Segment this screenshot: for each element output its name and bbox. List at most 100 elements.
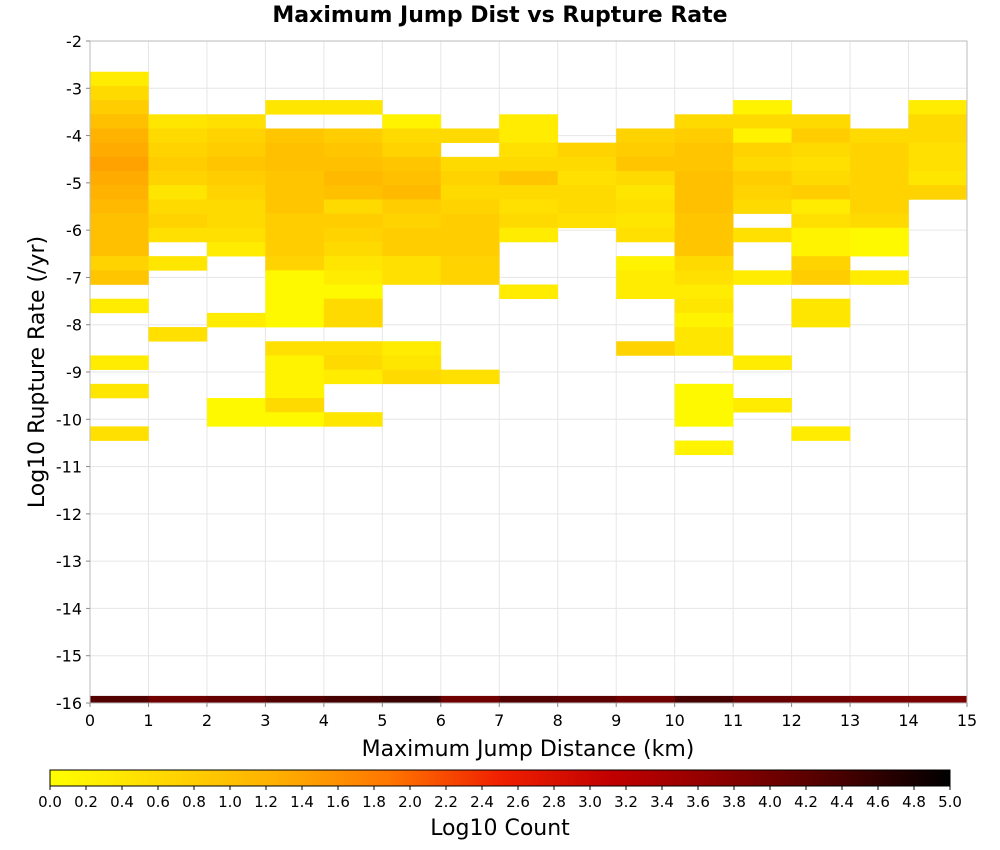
x-tick-label: 10: [664, 711, 684, 730]
heatmap-cell: [90, 114, 149, 129]
heatmap-cell: [850, 156, 909, 172]
heatmap-cell: [148, 171, 208, 186]
y-axis-ticks: -2 -3 -4 -5 -6 -7 -8 -9 -10 -11 -12 -13 -14 -15 -16: [56, 32, 90, 713]
heatmap-cell: [323, 355, 383, 370]
heatmap-cell-bottom: [148, 695, 208, 703]
heatmap-cell: [733, 114, 792, 129]
heatmap-cell: [265, 100, 325, 115]
heatmap-cell: [90, 156, 149, 172]
heatmap-cell: [674, 256, 734, 271]
x-axis-ticks: 0 1 2 3 4 5 6 7 8 9 10 11 12 13 14 15: [85, 703, 977, 730]
heatmap-cell: [440, 369, 500, 385]
heatmap-cell: [90, 213, 149, 229]
heatmap-cell: [674, 114, 734, 129]
heatmap-cell: [206, 114, 266, 129]
heatmap-cell: [265, 355, 325, 370]
heatmap-cells: [90, 71, 968, 703]
heatmap-cell: [206, 398, 266, 413]
colorbar-tick-label: 1.2: [254, 793, 278, 811]
heatmap-cell: [616, 156, 675, 172]
heatmap-cell: [323, 171, 383, 186]
heatmap-cell: [674, 241, 734, 257]
heatmap-cell: [440, 128, 500, 143]
heatmap-cell: [206, 128, 266, 143]
heatmap-cell: [265, 341, 325, 356]
y-tick-label: -2: [66, 32, 82, 51]
heatmap-cell: [674, 383, 734, 399]
heatmap-cell: [382, 341, 442, 356]
colorbar-tick-label: 3.2: [614, 793, 638, 811]
heatmap-cell: [323, 128, 383, 143]
heatmap-cell-bottom: [90, 695, 149, 703]
colorbar: [49, 769, 951, 787]
heatmap-cell: [206, 199, 266, 214]
colorbar-tick-label: 4.8: [902, 793, 926, 811]
heatmap-cell: [265, 171, 325, 186]
heatmap-cell: [674, 298, 734, 314]
heatmap-cell: [265, 312, 325, 328]
heatmap-cell: [90, 100, 149, 115]
heatmap-cell: [206, 142, 266, 158]
heatmap-cell: [616, 199, 675, 214]
chart-title: Maximum Jump Dist vs Rupture Rate: [272, 3, 727, 28]
heatmap-cell: [265, 270, 325, 285]
y-tick-label: -12: [56, 505, 82, 524]
heatmap-cell-bottom: [265, 695, 325, 703]
heatmap-cell: [674, 398, 734, 413]
heatmap-cell: [148, 256, 208, 271]
y-tick-label: -9: [66, 363, 82, 382]
heatmap-cell: [791, 142, 851, 158]
heatmap-cell: [674, 128, 734, 143]
heatmap-cell: [674, 171, 734, 186]
heatmap-cell: [90, 383, 149, 399]
heatmap-cell: [265, 412, 325, 427]
x-tick-label: 5: [377, 711, 387, 730]
y-tick-label: -14: [56, 599, 82, 618]
heatmap-cell: [499, 227, 559, 243]
heatmap-cell: [733, 142, 792, 158]
heatmap-cell: [206, 213, 266, 229]
heatmap-cell: [499, 185, 559, 200]
colorbar-tick-label: 2.6: [506, 793, 530, 811]
heatmap-cell: [323, 156, 383, 172]
heatmap-cell: [440, 213, 500, 229]
y-tick-label: -7: [66, 268, 82, 287]
heatmap-cell: [850, 128, 909, 143]
heatmap-cell: [382, 241, 442, 257]
colorbar-tick-label: 4.2: [794, 793, 818, 811]
heatmap-cell: [206, 227, 266, 243]
x-axis-label: Maximum Jump Distance (km): [362, 737, 695, 762]
heatmap-cell: [382, 369, 442, 385]
heatmap-cell: [908, 185, 968, 200]
heatmap-cell: [499, 142, 559, 158]
heatmap-cell: [733, 270, 792, 285]
colorbar-tick-label: 2.4: [470, 793, 494, 811]
heatmap-cell: [791, 298, 851, 314]
heatmap-cell: [674, 185, 734, 200]
heatmap-cell: [206, 412, 266, 427]
heatmap-cell-bottom: [440, 695, 500, 703]
heatmap-cell: [382, 199, 442, 214]
heatmap-cell: [382, 227, 442, 243]
colorbar-tick-label: 3.8: [722, 793, 746, 811]
heatmap-cell: [90, 256, 149, 271]
heatmap-cell: [90, 142, 149, 158]
y-tick-label: -3: [66, 79, 82, 98]
heatmap-cell: [265, 383, 325, 399]
heatmap-cell: [90, 199, 149, 214]
heatmap-cell: [791, 426, 851, 441]
y-tick-label: -5: [66, 174, 82, 193]
heatmap-cell: [674, 284, 734, 300]
y-tick-label: -8: [66, 316, 82, 335]
heatmap-cell: [148, 227, 208, 243]
x-tick-label: 14: [898, 711, 918, 730]
heatmap-cell: [908, 100, 968, 115]
heatmap-cell: [908, 171, 968, 186]
y-tick-label: -16: [56, 694, 82, 713]
heatmap-cell: [440, 156, 500, 172]
heatmap-cell: [323, 241, 383, 257]
heatmap-cell: [90, 185, 149, 200]
heatmap-cell: [323, 142, 383, 158]
heatmap-cell: [440, 270, 500, 285]
